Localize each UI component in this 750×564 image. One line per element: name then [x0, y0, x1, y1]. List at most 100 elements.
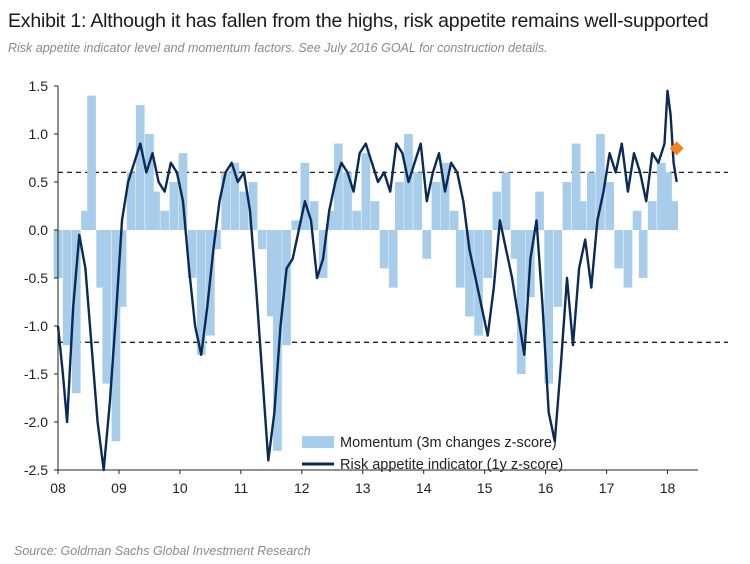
momentum-bar	[370, 201, 380, 230]
x-tick-label: 08	[50, 480, 66, 496]
momentum-bar	[111, 230, 121, 442]
y-tick-label: -2.0	[24, 414, 48, 430]
momentum-bar	[361, 153, 371, 230]
y-tick-label: 0.5	[29, 174, 49, 190]
momentum-bar	[126, 172, 136, 230]
momentum-bar	[465, 230, 474, 317]
x-tick-label: 09	[111, 480, 127, 496]
y-tick-label: 1.5	[29, 78, 49, 94]
momentum-bar	[544, 230, 553, 384]
momentum-bar	[388, 230, 398, 288]
legend-label-risk: Risk appetite indicator (1y z-score)	[340, 457, 563, 473]
momentum-bar	[562, 182, 572, 230]
momentum-bar	[87, 95, 96, 230]
momentum-bar	[96, 230, 105, 288]
momentum-bar	[352, 210, 361, 230]
momentum-bar	[145, 134, 154, 230]
source-note: Source: Goldman Sachs Global Investment …	[14, 544, 311, 558]
momentum-bar	[632, 210, 642, 230]
momentum-bar	[638, 230, 648, 278]
momentum-bar	[492, 191, 502, 230]
x-tick-label: 15	[477, 480, 493, 496]
momentum-bar	[343, 172, 352, 230]
momentum-area-layer	[53, 95, 678, 451]
legend: Momentum (3m changes z-score) Risk appeti…	[302, 435, 563, 473]
y-tick-label: -2.5	[24, 462, 48, 478]
momentum-bar	[669, 201, 678, 230]
momentum-bar	[449, 210, 459, 230]
x-tick-label: 11	[234, 480, 249, 496]
y-tick-label: -1.5	[24, 366, 48, 382]
momentum-bar	[267, 230, 276, 317]
chart-subtitle: Risk appetite indicator level and moment…	[8, 41, 548, 55]
momentum-bar	[212, 230, 221, 250]
momentum-bar	[510, 230, 520, 259]
momentum-bar	[455, 230, 465, 288]
x-tick-label: 17	[599, 480, 615, 496]
momentum-bar	[474, 230, 483, 336]
momentum-bar	[327, 210, 337, 230]
momentum-bar	[230, 162, 240, 230]
momentum-bar	[62, 230, 72, 346]
momentum-bar	[587, 172, 596, 230]
momentum-bar	[273, 230, 282, 451]
momentum-bar	[334, 143, 343, 230]
x-tick-label: 10	[172, 480, 188, 496]
momentum-bar	[309, 201, 319, 230]
momentum-bar	[596, 134, 605, 230]
momentum-bar	[516, 230, 526, 374]
momentum-bar	[395, 182, 404, 230]
chart-title: Exhibit 1: Although it has fallen from t…	[8, 10, 709, 32]
momentum-bar	[178, 153, 188, 230]
y-tick-label: -0.5	[24, 270, 48, 286]
momentum-bar	[151, 191, 160, 230]
momentum-bar	[553, 230, 563, 307]
momentum-bar	[431, 182, 441, 230]
momentum-bar	[169, 182, 179, 230]
momentum-bar	[135, 105, 145, 230]
momentum-bar	[657, 162, 666, 230]
momentum-bar	[257, 230, 267, 250]
latest-value-marker	[669, 141, 684, 156]
momentum-bar	[81, 210, 90, 230]
momentum-bar	[483, 230, 493, 278]
momentum-bar	[379, 230, 389, 269]
x-tick-label: 14	[416, 480, 432, 496]
y-tick-label: -1.0	[24, 318, 48, 334]
x-tick-label: 13	[355, 480, 371, 496]
momentum-bar	[248, 182, 258, 230]
legend-label-momentum: Momentum (3m changes z-score)	[340, 435, 557, 451]
momentum-bar	[221, 172, 230, 230]
momentum-bar	[196, 230, 206, 355]
risk-appetite-line	[56, 89, 678, 472]
x-tick-label: 16	[538, 480, 554, 496]
momentum-bar	[160, 210, 169, 230]
momentum-bar	[663, 172, 672, 230]
momentum-bar	[571, 143, 581, 230]
momentum-bar	[413, 172, 422, 230]
momentum-bar	[71, 230, 81, 394]
momentum-bar	[501, 172, 511, 230]
momentum-bar	[647, 201, 657, 230]
momentum-bar	[440, 162, 450, 230]
momentum-bar	[282, 230, 291, 346]
momentum-bar	[291, 220, 301, 230]
tick-labels: 1.5 1.0 0.5 0.0 -0.5 -1.0 -1.5 -2.0 -2.508 09 10 11…	[24, 78, 676, 496]
x-tick-label: 12	[294, 480, 310, 496]
risk-line-layer	[56, 89, 684, 472]
y-tick-label: 0.0	[29, 222, 49, 238]
axes	[54, 85, 698, 474]
momentum-bar	[422, 230, 432, 259]
momentum-bar	[117, 230, 127, 307]
momentum-bar	[102, 230, 112, 384]
momentum-bar	[535, 191, 544, 230]
legend-swatch-momentum	[302, 436, 334, 448]
momentum-bar	[614, 230, 624, 269]
y-tick-label: 1.0	[29, 126, 49, 142]
momentum-bar	[239, 191, 249, 230]
x-tick-label: 18	[660, 480, 676, 496]
momentum-bar	[300, 162, 310, 230]
momentum-bar	[605, 182, 614, 230]
momentum-bar	[623, 230, 633, 288]
